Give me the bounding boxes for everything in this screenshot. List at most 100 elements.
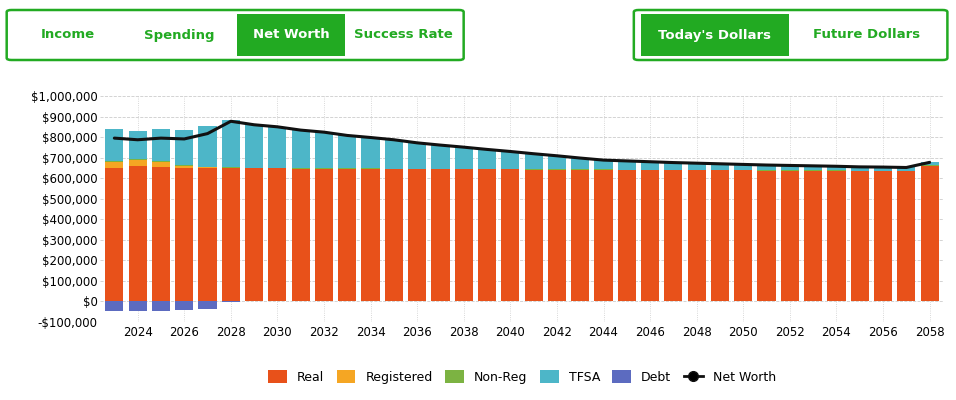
Bar	[548, 170, 566, 302]
Bar	[361, 169, 380, 302]
Bar	[105, 168, 123, 302]
Bar	[501, 152, 519, 169]
Text: Success Rate: Success Rate	[354, 28, 452, 42]
Bar	[548, 169, 566, 170]
Text: Future Dollars: Future Dollars	[813, 28, 921, 42]
Bar	[874, 171, 892, 302]
Bar	[175, 302, 193, 310]
Bar	[851, 171, 869, 302]
Bar	[269, 168, 287, 302]
Bar	[315, 168, 333, 302]
Bar	[595, 160, 613, 169]
Bar	[175, 165, 193, 166]
Bar	[245, 125, 263, 168]
Bar	[851, 167, 869, 170]
Bar	[128, 130, 146, 159]
Bar	[408, 143, 426, 168]
Text: Income: Income	[40, 28, 95, 42]
Bar	[105, 129, 123, 161]
Bar	[595, 169, 613, 170]
Bar	[711, 170, 729, 302]
Bar	[734, 170, 752, 302]
Bar	[199, 167, 217, 168]
Bar	[245, 168, 263, 302]
Bar	[687, 170, 706, 302]
Bar	[199, 126, 217, 167]
Bar	[874, 167, 892, 170]
Bar	[571, 158, 589, 169]
Bar	[361, 138, 380, 168]
Bar	[199, 302, 217, 309]
Bar	[338, 169, 357, 302]
Bar	[222, 168, 240, 302]
Bar	[664, 162, 683, 170]
Bar	[338, 168, 357, 169]
Bar	[734, 164, 752, 170]
Bar	[595, 170, 613, 302]
Bar	[664, 170, 683, 302]
Bar	[152, 167, 170, 302]
Bar	[269, 127, 287, 168]
Bar	[921, 162, 939, 166]
Bar	[175, 168, 193, 302]
Bar	[384, 169, 402, 302]
Bar	[851, 170, 869, 171]
Bar	[152, 302, 170, 311]
Legend: Real, Registered, Non-Reg, TFSA, Debt, Net Worth: Real, Registered, Non-Reg, TFSA, Debt, N…	[265, 367, 779, 388]
Bar	[478, 169, 496, 302]
Bar	[128, 160, 146, 166]
Bar	[222, 120, 240, 168]
Bar	[618, 170, 636, 302]
Bar	[571, 170, 589, 302]
Bar	[804, 166, 822, 170]
Bar	[501, 169, 519, 302]
Bar	[711, 164, 729, 170]
Bar	[384, 140, 402, 168]
Text: Spending: Spending	[144, 28, 214, 42]
Bar	[408, 169, 426, 302]
Bar	[105, 162, 123, 168]
Bar	[687, 163, 706, 170]
Bar	[781, 170, 799, 302]
Bar	[152, 162, 170, 167]
Bar	[292, 168, 310, 302]
Bar	[361, 168, 380, 169]
Bar	[128, 166, 146, 302]
Bar	[292, 130, 310, 168]
Bar	[128, 159, 146, 160]
Bar	[827, 171, 845, 302]
Bar	[315, 132, 333, 168]
Bar	[105, 302, 123, 311]
Bar	[618, 161, 636, 170]
Bar	[338, 136, 357, 168]
Bar	[874, 170, 892, 171]
Bar	[199, 168, 217, 302]
Bar	[128, 302, 146, 311]
Bar	[152, 129, 170, 161]
Text: Net Worth: Net Worth	[252, 28, 330, 42]
Bar	[898, 171, 916, 302]
Bar	[827, 170, 845, 171]
Bar	[921, 166, 939, 302]
Bar	[175, 130, 193, 165]
Bar	[757, 170, 775, 302]
Bar	[431, 169, 449, 302]
Bar	[455, 147, 473, 169]
Bar	[804, 171, 822, 302]
Bar	[781, 166, 799, 170]
Bar	[478, 150, 496, 169]
Bar	[525, 169, 543, 170]
Bar	[804, 170, 822, 171]
Bar	[105, 161, 123, 162]
Bar	[898, 168, 916, 171]
Bar	[525, 154, 543, 169]
Bar	[757, 165, 775, 170]
Bar	[152, 161, 170, 162]
Bar	[408, 168, 426, 169]
Text: Today's Dollars: Today's Dollars	[658, 28, 771, 42]
Bar	[571, 169, 589, 170]
Bar	[431, 145, 449, 169]
Bar	[175, 166, 193, 168]
Bar	[525, 170, 543, 302]
Bar	[641, 170, 660, 302]
